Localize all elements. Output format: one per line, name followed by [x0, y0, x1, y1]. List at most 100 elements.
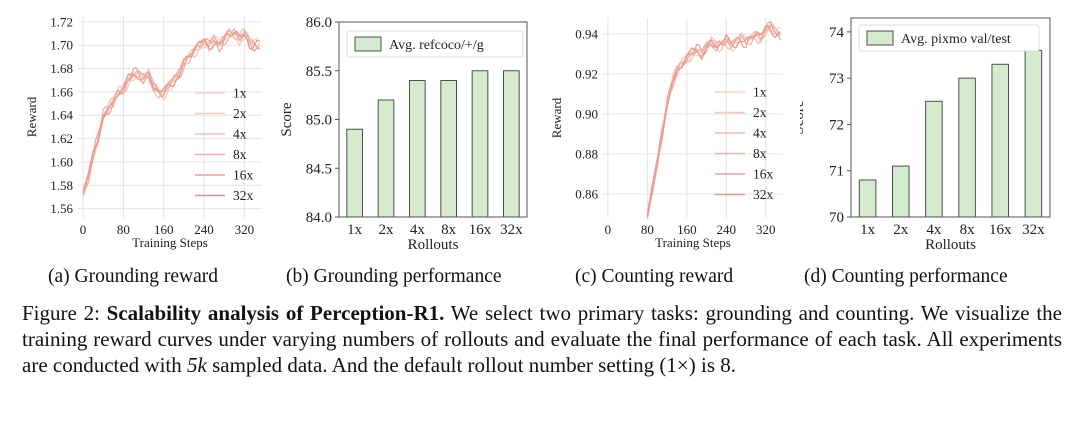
- legend-label: 8x: [753, 146, 767, 161]
- x-tick-label: 8x: [441, 222, 457, 238]
- y-tick-label: 85.0: [306, 113, 332, 129]
- y-tick-label: 84.0: [306, 210, 332, 226]
- y-tick-label: 85.5: [306, 64, 332, 80]
- caption-body-1: We select two primary tasks: grounding a…: [22, 301, 1062, 377]
- bar-32x: [1024, 49, 1043, 218]
- x-tick-label: 0: [80, 222, 87, 237]
- x-tick-label: 80: [641, 222, 654, 237]
- x-tick-label: 4x: [926, 222, 942, 238]
- series-line-32x: [82, 30, 260, 195]
- y-tick-label: 86.0: [306, 15, 332, 31]
- bar-1x: [858, 179, 877, 218]
- y-axis-label: Score: [800, 100, 807, 134]
- bar-4x: [925, 100, 943, 218]
- caption-body-2: sampled data. And the default rollout nu…: [206, 353, 737, 377]
- legend-label: 4x: [753, 126, 767, 141]
- x-tick-label: 320: [756, 222, 776, 237]
- x-axis-label: Training Steps: [132, 235, 208, 250]
- x-tick-label: 0: [605, 222, 612, 237]
- x-tick-label: 240: [717, 222, 737, 237]
- x-tick-label: 32x: [500, 222, 523, 238]
- y-axis-label: Reward: [24, 96, 39, 137]
- x-tick-label: 1x: [860, 222, 876, 238]
- y-tick-label: 71: [829, 164, 844, 180]
- x-tick-label: 240: [194, 222, 214, 237]
- y-tick-label: 0.88: [575, 147, 598, 162]
- y-tick-label: 0.86: [575, 187, 598, 202]
- legend-label: 1x: [233, 86, 247, 101]
- bar-1x: [346, 128, 364, 218]
- y-tick-label: 1.68: [50, 61, 73, 76]
- legend-swatch: [866, 30, 894, 46]
- bar-8x: [440, 80, 457, 218]
- legend-label: 16x: [753, 167, 774, 182]
- legend-label: 1x: [753, 85, 767, 100]
- y-tick-label: 1.66: [50, 84, 73, 99]
- x-tick-label: 16x: [989, 222, 1012, 238]
- x-tick-label: 8x: [960, 222, 976, 238]
- bar-32x: [503, 70, 520, 218]
- x-tick-label: 160: [154, 222, 174, 237]
- y-tick-label: 1.70: [50, 38, 73, 53]
- y-tick-label: 1.58: [50, 178, 73, 193]
- x-axis-label: Rollouts: [925, 237, 976, 253]
- x-tick-label: 4x: [410, 222, 426, 238]
- series-line-4x: [82, 28, 261, 197]
- y-tick-label: 1.60: [50, 154, 73, 169]
- bar-4x: [409, 80, 426, 218]
- legend-label: 32x: [233, 188, 254, 203]
- chart-counting-performance: 70 71 72 73 74 1x 2x 4x 8x 16x 32x Rollouts Score Avg…: [800, 17, 1051, 253]
- legend-box: [346, 30, 524, 58]
- legend-label: 8x: [233, 147, 247, 162]
- y-tick-label: 1.64: [50, 108, 73, 123]
- series-line-16x: [82, 28, 260, 193]
- series-line-32x: [646, 25, 781, 217]
- bar-2x: [377, 99, 395, 218]
- x-axis-label: Rollouts: [408, 237, 459, 253]
- legend-label: Avg. refcoco/+/g: [389, 38, 484, 53]
- x-tick-label: 32x: [1022, 222, 1045, 238]
- figure-caption: Figure 2: Scalability analysis of Percep…: [22, 300, 1062, 378]
- legend-label: 2x: [233, 106, 247, 121]
- legend-box: [858, 24, 1040, 52]
- x-tick-label: 1x: [347, 222, 363, 238]
- caption-math: 5k: [187, 353, 207, 377]
- legend-label: 32x: [753, 187, 774, 202]
- x-tick-label: 80: [117, 222, 130, 237]
- legend-label: 2x: [753, 105, 767, 120]
- subcaption-c: (c) Counting reward: [575, 266, 734, 287]
- series-line-8x: [646, 26, 781, 215]
- x-tick-label: 2x: [379, 222, 395, 238]
- y-tick-label: 0.94: [575, 27, 598, 42]
- y-tick-label: 84.5: [306, 161, 332, 177]
- y-tick-label: 70: [829, 210, 844, 226]
- x-tick-label: 160: [677, 222, 697, 237]
- x-axis-label: Training Steps: [655, 235, 731, 250]
- bar-16x: [991, 63, 1010, 218]
- caption-title: Scalability analysis of Perception-R1.: [106, 301, 445, 325]
- subcaption-d: (d) Counting performance: [804, 266, 1008, 287]
- y-tick-label: 73: [829, 71, 844, 87]
- y-axis-label: Score: [280, 102, 295, 136]
- x-tick-label: 16x: [469, 222, 492, 238]
- y-tick-label: 1.72: [50, 14, 73, 29]
- chart-grounding-reward: 1.56 1.58 1.60 1.62 1.64 1.66 1.68 1.70 1.72 0 80 1…: [24, 14, 262, 250]
- caption-prefix: Figure 2:: [22, 301, 107, 325]
- x-tick-label: 320: [235, 222, 255, 237]
- y-tick-label: 1.56: [50, 201, 73, 216]
- y-axis-label: Reward: [549, 97, 564, 138]
- y-tick-label: 1.62: [50, 131, 73, 146]
- legend-label: 4x: [233, 127, 247, 142]
- y-tick-label: 0.90: [575, 107, 598, 122]
- legend-swatch: [354, 36, 382, 52]
- y-tick-label: 74: [829, 25, 845, 41]
- legend-label: 16x: [233, 168, 254, 183]
- subcaption-a: (a) Grounding reward: [48, 266, 219, 287]
- plot-frame: [850, 17, 1051, 218]
- y-tick-label: 72: [829, 117, 844, 133]
- subcaption-b: (b) Grounding performance: [286, 266, 502, 287]
- chart-counting-reward: 0.86 0.88 0.90 0.92 0.94 0 80 160 240 320 Training…: [549, 18, 783, 250]
- y-tick-label: 0.92: [575, 67, 598, 82]
- bar-16x: [471, 70, 489, 218]
- bar-2x: [891, 165, 910, 218]
